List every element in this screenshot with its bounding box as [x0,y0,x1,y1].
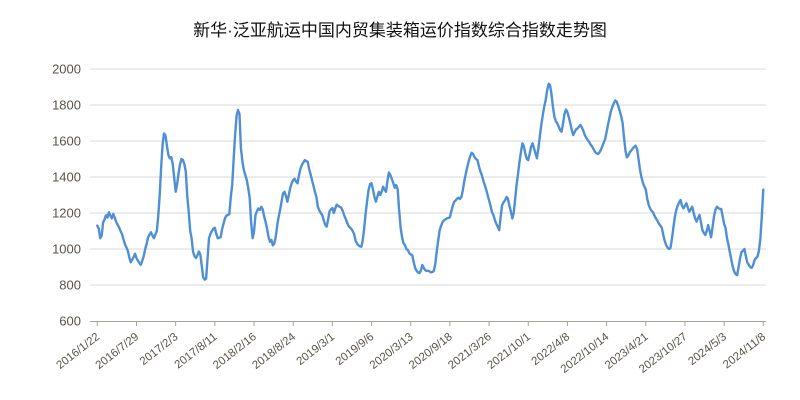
y-axis-label: 2000 [52,62,81,77]
x-axis-label: 2016/7/29 [94,331,142,372]
index-series-line [96,82,765,281]
x-axis-label: 2021/10/1 [485,331,533,372]
y-axis-label: 1200 [52,206,81,221]
x-axis-label: 2024/11/8 [721,331,768,371]
x-axis: 2016/1/222016/7/292017/2/32017/8/112018/… [54,321,768,376]
horizontal-gridlines [90,68,766,286]
y-axis-label: 1000 [52,242,81,257]
y-axis-label: 1400 [52,170,81,185]
y-axis: 600 800 1000 1200 1400 1600 1800 2000 [52,62,81,329]
series-polyline [96,82,765,281]
y-axis-label: 600 [59,314,81,329]
y-axis-label: 1600 [52,134,81,149]
x-axis-label: 2018/8/24 [250,331,298,372]
x-axis-label: 2019/3/1 [295,331,338,368]
y-axis-label: 1800 [52,98,81,113]
chart-title: 新华·泛亚航运中国内贸集装箱运价指数综合指数走势图 [193,21,607,40]
y-axis-label: 800 [59,278,81,293]
